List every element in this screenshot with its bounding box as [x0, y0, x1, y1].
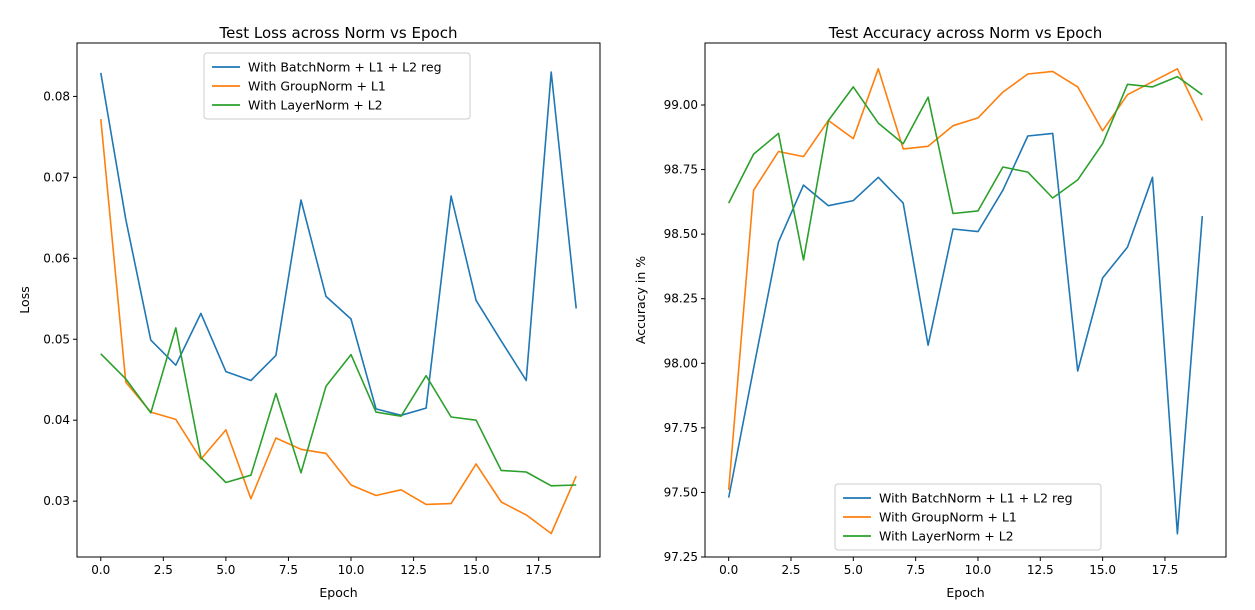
accuracy-legend-label: With GroupNorm + L1 — [879, 510, 1017, 525]
accuracy-legend-label: With BatchNorm + L1 + L2 reg — [879, 491, 1073, 506]
accuracy-chart-title: Test Accuracy across Norm vs Epoch — [828, 24, 1102, 42]
loss-y-tick-label: 0.03 — [43, 494, 70, 508]
accuracy-y-tick-label: 98.00 — [664, 356, 698, 370]
loss-series-line-1 — [100, 119, 577, 535]
loss-y-tick-label: 0.05 — [43, 332, 70, 346]
accuracy-ticks: 0.0 2.5 5.0 7.5 10.0 12.5 15.0 17.5 97.25 97.50 97… — [664, 98, 1179, 577]
loss-series-line-2 — [100, 327, 577, 487]
accuracy-series-line-1 — [727, 68, 1204, 490]
loss-legend-label: With GroupNorm + L1 — [248, 79, 386, 94]
accuracy-x-tick-label: 0.0 — [719, 563, 738, 577]
loss-legend: With BatchNorm + L1 + L2 reg With GroupNo… — [203, 52, 471, 120]
loss-chart-title: Test Loss across Norm vs Epoch — [219, 24, 458, 42]
loss-x-tick-label: 0.0 — [91, 563, 110, 577]
accuracy-x-tick-label: 7.5 — [906, 563, 925, 577]
accuracy-legend: With BatchNorm + L1 + L2 reg With GroupNo… — [834, 483, 1102, 551]
loss-plot-frame — [76, 42, 601, 558]
loss-x-tick-label: 5.0 — [216, 563, 235, 577]
loss-y-tick-label: 0.04 — [43, 413, 70, 427]
loss-legend-label: With LayerNorm + L2 — [248, 98, 383, 113]
accuracy-x-tick-label: 15.0 — [1089, 563, 1116, 577]
loss-x-tick-label: 17.5 — [525, 563, 552, 577]
loss-y-tick-label: 0.08 — [43, 89, 70, 103]
loss-y-axis-label: Loss — [17, 286, 32, 313]
loss-legend-label: With BatchNorm + L1 + L2 reg — [248, 60, 442, 75]
loss-series-line-0 — [100, 71, 577, 417]
accuracy-y-tick-label: 97.50 — [664, 485, 698, 499]
accuracy-x-tick-label: 5.0 — [844, 563, 863, 577]
accuracy-y-tick-label: 98.75 — [664, 163, 698, 177]
accuracy-plot-frame — [704, 42, 1227, 558]
loss-x-tick-label: 2.5 — [154, 563, 173, 577]
accuracy-x-tick-label: 17.5 — [1152, 563, 1179, 577]
loss-x-axis-label: Epoch — [319, 585, 357, 600]
loss-ticks: 0.0 2.5 5.0 7.5 10.0 12.5 15.0 17.5 0.03 0.04 0.05… — [43, 89, 552, 577]
loss-x-tick-label: 10.0 — [338, 563, 365, 577]
accuracy-y-tick-label: 99.00 — [664, 98, 698, 112]
accuracy-y-tick-label: 98.50 — [664, 227, 698, 241]
accuracy-x-tick-label: 12.5 — [1027, 563, 1054, 577]
accuracy-x-tick-label: 10.0 — [965, 563, 992, 577]
loss-y-tick-label: 0.07 — [43, 170, 70, 184]
accuracy-series-line-0 — [727, 132, 1204, 535]
accuracy-x-tick-label: 2.5 — [781, 563, 800, 577]
accuracy-lines — [727, 68, 1204, 535]
loss-y-tick-label: 0.06 — [43, 251, 70, 265]
accuracy-y-axis-label: Accuracy in % — [633, 256, 648, 344]
accuracy-y-tick-label: 98.25 — [664, 292, 698, 306]
accuracy-y-tick-label: 97.25 — [664, 550, 698, 564]
loss-x-tick-label: 15.0 — [463, 563, 490, 577]
loss-lines — [100, 71, 577, 535]
accuracy-x-axis-label: Epoch — [946, 585, 984, 600]
accuracy-y-tick-label: 97.75 — [664, 421, 698, 435]
loss-legend-box — [203, 52, 471, 120]
loss-x-tick-label: 7.5 — [279, 563, 298, 577]
loss-x-tick-label: 12.5 — [400, 563, 427, 577]
accuracy-series-line-2 — [727, 75, 1203, 261]
accuracy-chart: Test Accuracy across Norm vs Epoch Epoch… — [633, 24, 1227, 600]
accuracy-legend-label: With LayerNorm + L2 — [879, 529, 1014, 544]
loss-chart: Test Loss across Norm vs Epoch Epoch Los… — [17, 24, 601, 600]
accuracy-legend-box — [834, 483, 1102, 551]
